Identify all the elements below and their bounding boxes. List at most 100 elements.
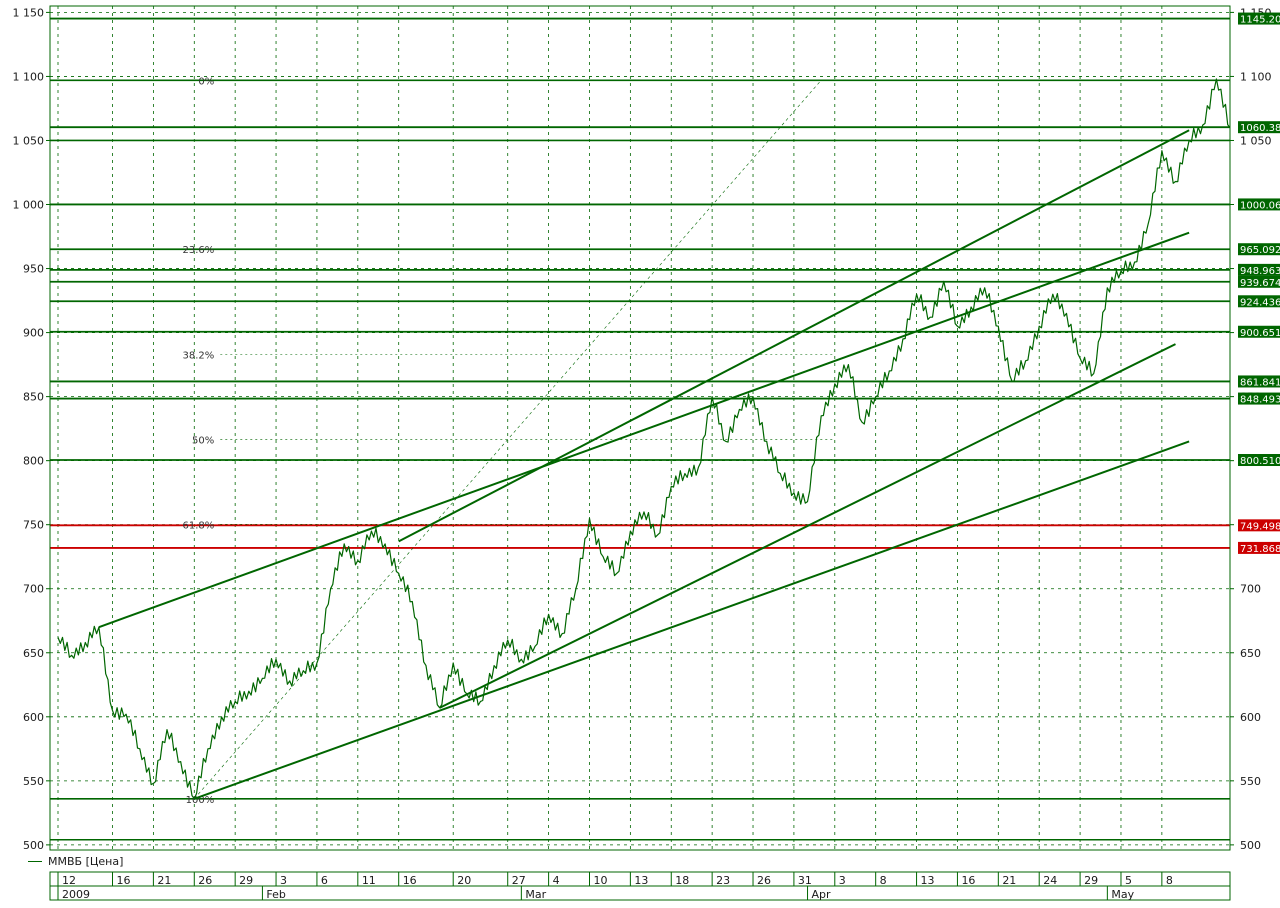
fib-level-label: 100%	[186, 795, 215, 806]
price-level-badge	[1238, 275, 1280, 288]
x-tick-label: 6	[321, 874, 328, 887]
y-tick-label-left: 700	[23, 583, 44, 596]
x-tick-label: 27	[512, 874, 526, 887]
price-level-badge-label: 948.963	[1240, 266, 1280, 277]
x-tick-label: 8	[880, 874, 887, 887]
price-level-badge	[1238, 519, 1280, 532]
x-tick-label: 20	[457, 874, 471, 887]
x-tick-label: 16	[403, 874, 417, 887]
trend-line	[98, 231, 1190, 629]
legend-series-name: ММВБ [Цена]	[48, 855, 124, 868]
y-tick-label-left: 1 150	[13, 6, 45, 19]
trend-line	[398, 129, 1190, 543]
month-label: 2009	[62, 888, 90, 901]
y-tick-label-left: 900	[23, 327, 44, 340]
legend-swatch	[28, 861, 42, 862]
x-tick-label: 11	[362, 874, 376, 887]
y-tick-label-right: 500	[1240, 839, 1261, 852]
x-tick-label: 29	[239, 874, 253, 887]
y-tick-label-left: 1 050	[13, 134, 45, 147]
y-tick-label-left: 650	[23, 647, 44, 660]
price-level-badge	[1238, 541, 1280, 554]
month-strip	[49, 885, 1231, 901]
price-level-badge	[1238, 243, 1280, 256]
y-tick-label-left: 750	[23, 519, 44, 532]
x-tick-label: 26	[198, 874, 212, 887]
x-tick-label: 16	[961, 874, 975, 887]
x-tick-label: 3	[280, 874, 287, 887]
x-tick-label: 5	[1125, 874, 1132, 887]
y-tick-label-left: 600	[23, 711, 44, 724]
price-level-badge-label: 939.674	[1240, 278, 1280, 289]
y-tick-label-left: 1 100	[13, 70, 45, 83]
price-level-badge-label: 731.868	[1240, 544, 1280, 555]
price-level-badge	[1238, 121, 1280, 134]
y-tick-label-left: 950	[23, 263, 44, 276]
y-tick-label-left: 1 000	[13, 199, 45, 212]
trend-line	[193, 440, 1190, 800]
price-line	[57, 78, 1231, 800]
price-level-badge	[1238, 392, 1280, 405]
y-tick-label-right: 1 050	[1240, 134, 1272, 147]
y-tick-label-right: 550	[1240, 775, 1261, 788]
plot-frame	[49, 5, 1231, 851]
horizontal-levels	[50, 17, 1230, 841]
x-tick-label: 8	[1166, 874, 1173, 887]
y-tick-label-left: 800	[23, 455, 44, 468]
x-tick-label: 24	[1043, 874, 1057, 887]
y-tick-label-left: 500	[23, 839, 44, 852]
fib-level-label: 50%	[192, 436, 214, 447]
x-tick-label: 12	[62, 874, 76, 887]
x-tick-label: 31	[798, 874, 812, 887]
price-level-badge-label: 900.651	[1240, 328, 1280, 339]
trend-line	[439, 343, 1176, 709]
month-label: Mar	[525, 888, 546, 901]
legend: ММВБ [Цена]	[28, 855, 123, 868]
x-tick-label: 21	[1002, 874, 1016, 887]
price-level-badge-label: 800.510	[1240, 456, 1280, 467]
price-level-badge	[1238, 12, 1280, 25]
x-tick-label: 21	[157, 874, 171, 887]
price-level-badge	[1238, 263, 1280, 276]
y-tick-label-left: 850	[23, 391, 44, 404]
x-tick-label: 4	[553, 874, 560, 887]
month-label: May	[1111, 888, 1134, 901]
price-level-badge-label: 965.092	[1240, 245, 1280, 256]
y-tick-label-left: 550	[23, 775, 44, 788]
price-level-badge-label: 1000.06	[1240, 200, 1280, 211]
price-level-badge-label: 861.841	[1240, 377, 1280, 388]
price-level-badge-label: 1145.20	[1240, 15, 1280, 26]
fib-level-label: 0%	[198, 76, 214, 87]
x-tick-label: 13	[921, 874, 935, 887]
level-badges: 1145.20 1060.38 1000.06 965.092 948.963939.6…	[1238, 12, 1280, 555]
price-level-badge-label: 749.498	[1240, 521, 1280, 532]
fibonacci-levels: 0% 23.6% 38.2% 50% 61.8% 100%	[182, 76, 835, 806]
price-level-badge-label: 848.493	[1240, 395, 1280, 406]
month-label: Apr	[812, 888, 832, 901]
x-tick-label: 18	[675, 874, 689, 887]
month-label: Feb	[266, 888, 285, 901]
price-level-badge	[1238, 454, 1280, 467]
x-tick-label: 26	[757, 874, 771, 887]
price-series	[57, 78, 1231, 800]
trend-lines	[98, 129, 1190, 800]
fib-level-label: 38.2%	[182, 351, 214, 362]
fib-level-label: 23.6%	[182, 245, 214, 256]
x-tick-label: 16	[117, 874, 131, 887]
y-tick-label-right: 650	[1240, 647, 1261, 660]
x-tick-label: 13	[634, 874, 648, 887]
price-level-badge	[1238, 375, 1280, 388]
price-level-badge-label: 1060.38	[1240, 123, 1280, 134]
x-tick-label: 23	[716, 874, 730, 887]
y-tick-label-right: 1 100	[1240, 70, 1272, 83]
y-tick-label-right: 700	[1240, 583, 1261, 596]
y-tick-label-right: 600	[1240, 711, 1261, 724]
price-level-badge	[1238, 295, 1280, 308]
x-tick-label: 10	[593, 874, 607, 887]
grid	[50, 6, 1230, 850]
x-tick-label: 3	[839, 874, 846, 887]
price-level-badge	[1238, 198, 1280, 211]
price-level-badge	[1238, 325, 1280, 338]
fib-fan-line	[194, 80, 822, 799]
